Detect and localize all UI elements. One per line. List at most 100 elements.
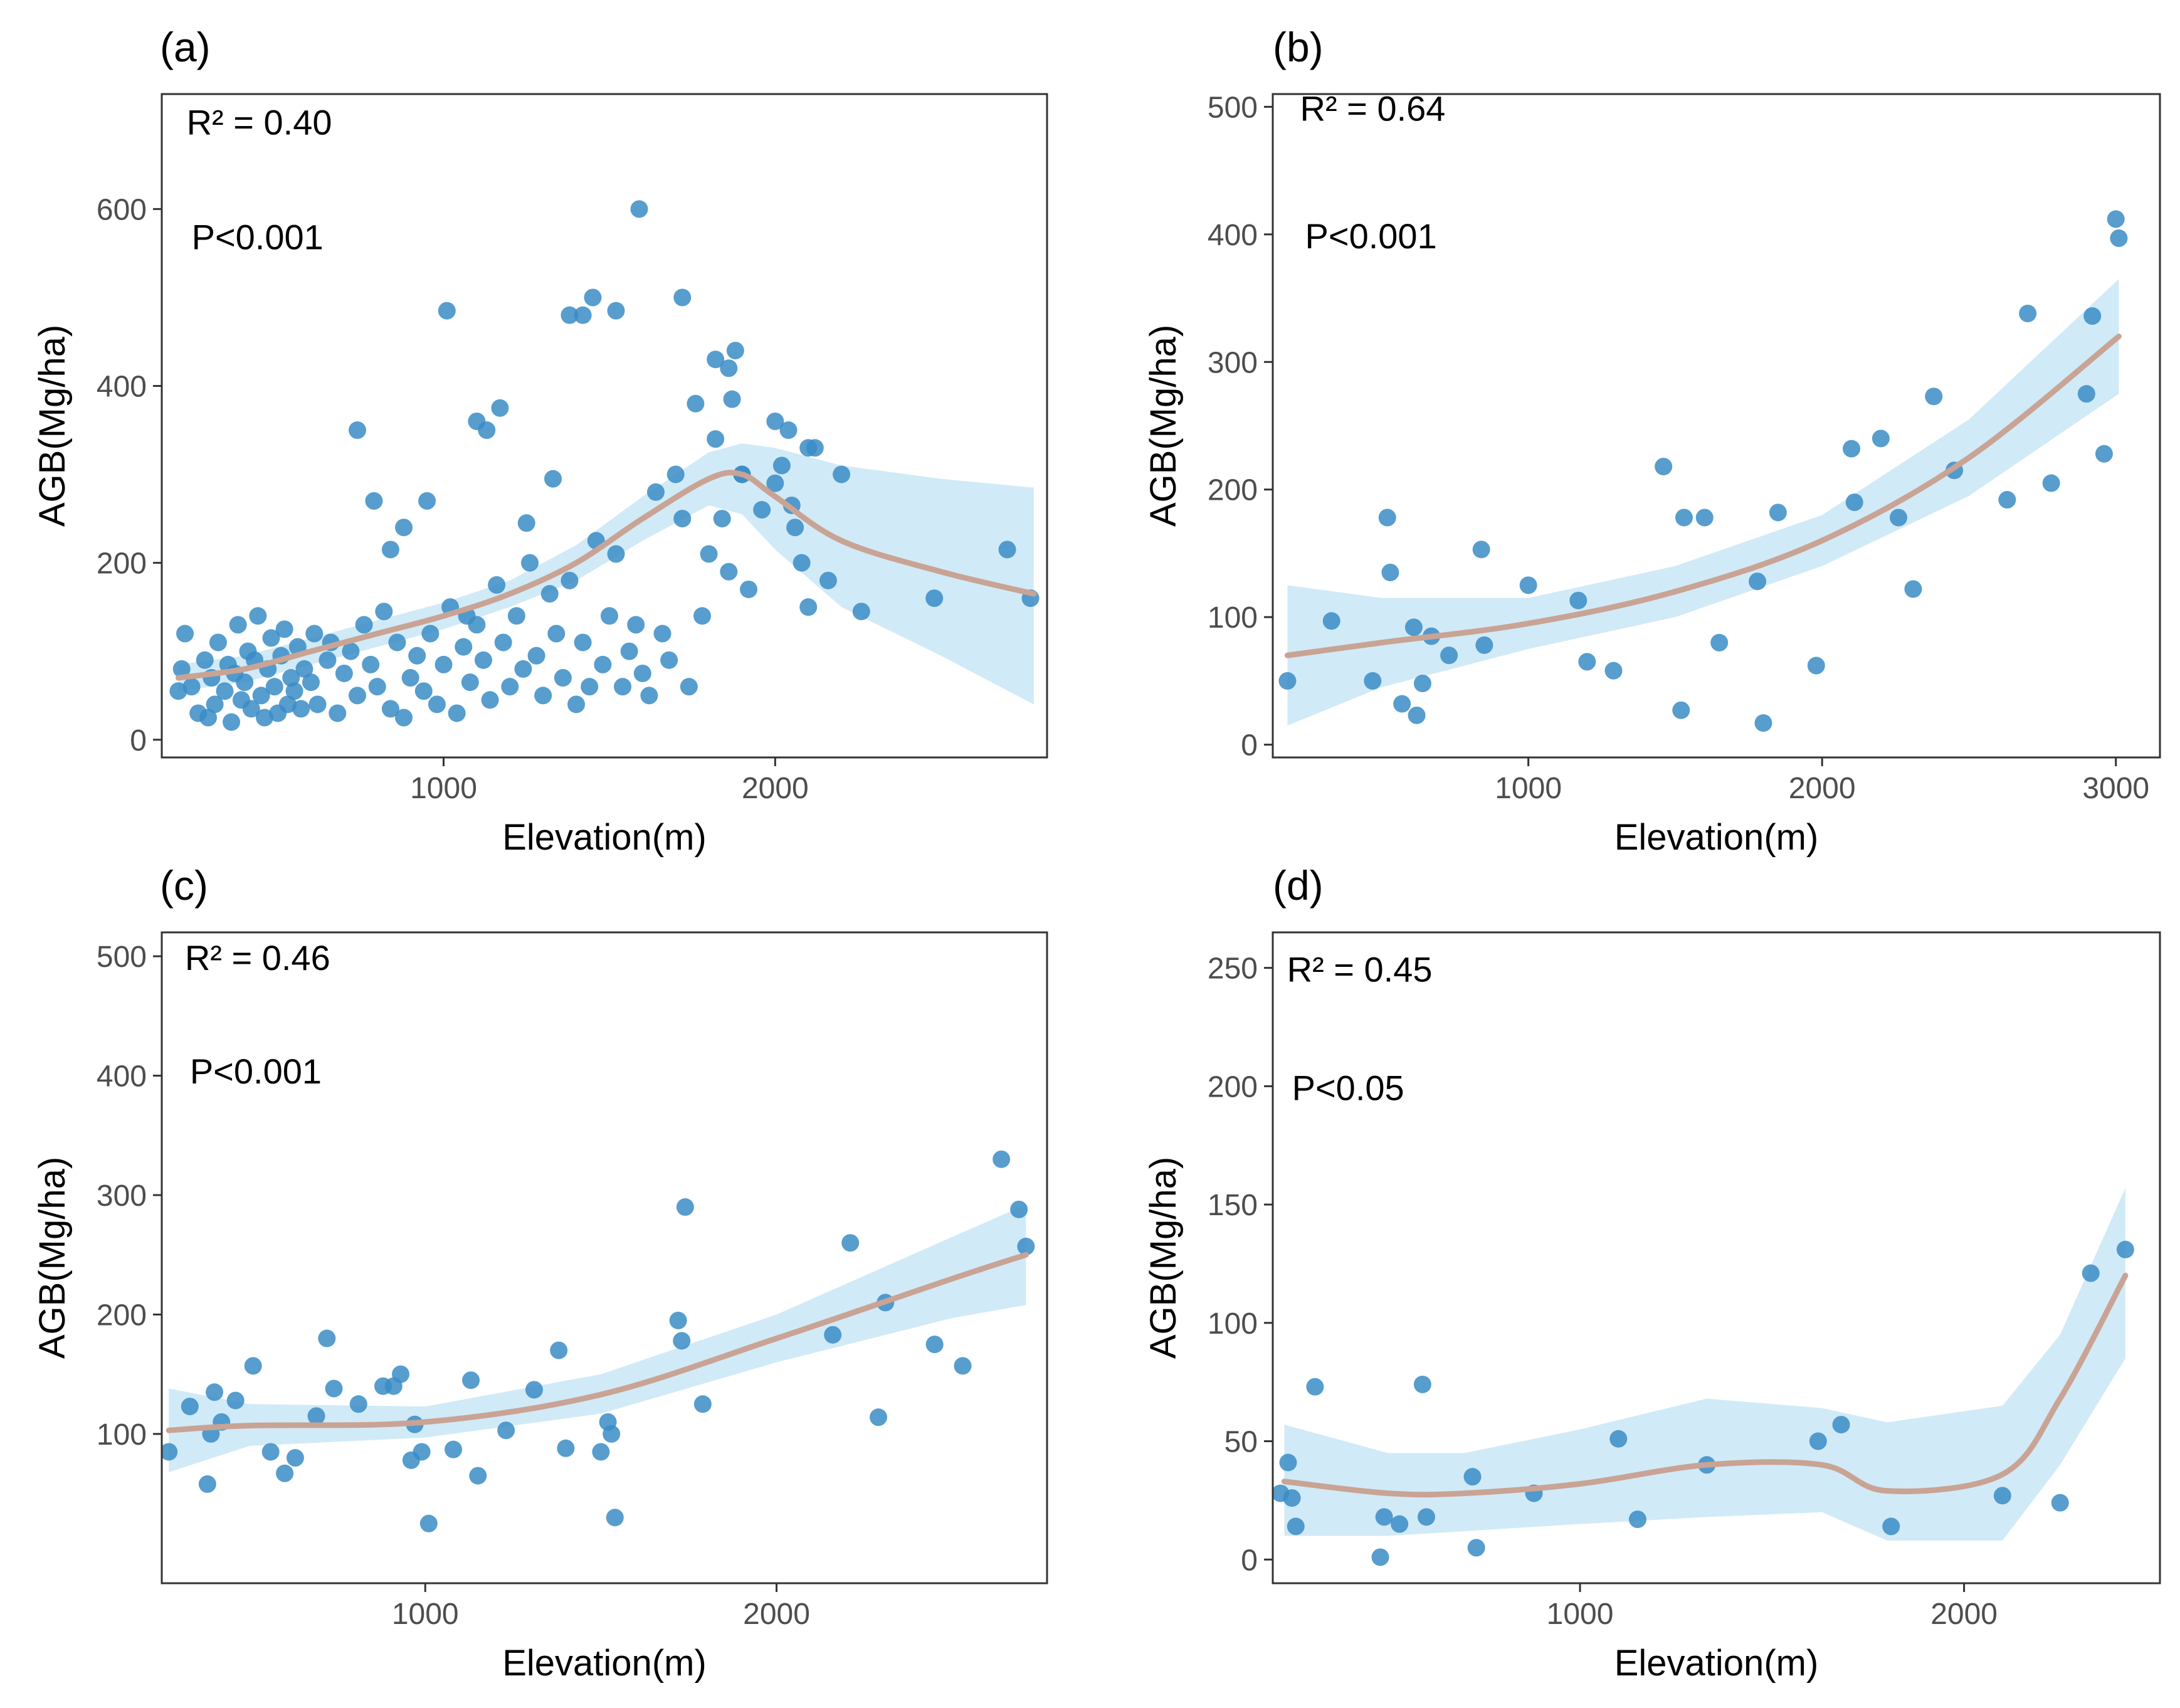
data-point [2051, 1494, 2069, 1512]
data-point [1010, 1200, 1028, 1218]
data-point [713, 510, 731, 528]
data-point [445, 1440, 463, 1458]
data-point [723, 390, 741, 408]
y-tick-label: 0 [130, 724, 147, 757]
data-point [614, 678, 632, 696]
data-point [169, 682, 187, 700]
data-point [594, 655, 612, 673]
data-point [561, 306, 579, 324]
data-point [1371, 1548, 1389, 1566]
panel-label: (d) [1273, 862, 1324, 909]
data-point [2083, 307, 2102, 325]
data-point [766, 412, 784, 430]
data-point [349, 1395, 367, 1413]
data-point [278, 695, 297, 714]
data-point [1364, 672, 1382, 690]
data-point [275, 620, 293, 638]
data-point [1408, 706, 1426, 724]
data-point [2077, 385, 2095, 403]
data-point [1655, 458, 1673, 476]
data-point [448, 704, 466, 722]
data-point [627, 616, 645, 634]
data-point [1467, 1539, 1485, 1557]
data-point [740, 580, 758, 598]
panel-a: (a) 1000 2000 0 200 400 600 Elevation(m) AGB(Mg/… [32, 24, 1048, 858]
data-point [2107, 210, 2125, 228]
data-point [1845, 493, 1863, 512]
data-point [640, 687, 658, 705]
data-point [525, 1381, 543, 1399]
data-point [550, 1341, 568, 1359]
data-point [216, 682, 234, 700]
data-point [666, 465, 685, 483]
data-point [199, 709, 218, 727]
data-point [501, 678, 519, 696]
data-point [349, 687, 367, 705]
data-point [1925, 387, 1943, 406]
data-point [824, 1326, 842, 1344]
data-point [395, 519, 413, 537]
smooth-line [175, 470, 1037, 681]
x-tick-label: 1000 [1547, 1598, 1614, 1631]
data-point [753, 501, 771, 519]
x-tick-label: 1000 [410, 772, 477, 805]
data-point [1604, 662, 1623, 680]
data-point [414, 682, 433, 700]
data-point [242, 700, 260, 718]
data-point [607, 302, 625, 320]
data-point [720, 359, 738, 377]
data-point [206, 695, 224, 714]
y-tick-label: 400 [1208, 219, 1258, 252]
data-point [494, 633, 512, 651]
y-tick-label: 600 [97, 193, 147, 226]
data-point [1440, 646, 1458, 665]
data-point [1475, 636, 1493, 654]
data-point [720, 562, 738, 581]
data-point [669, 1311, 687, 1329]
data-point [779, 421, 798, 440]
y-axis-title: AGB(Mg/ha) [32, 1157, 73, 1359]
data-point [700, 545, 718, 563]
data-point [172, 660, 191, 678]
data-point [1413, 1375, 1431, 1393]
data-point [1609, 1430, 1628, 1448]
data-point [244, 1357, 262, 1375]
data-point [707, 351, 725, 369]
data-point [603, 1425, 621, 1443]
data-point [276, 1464, 294, 1482]
data-point [261, 1443, 280, 1461]
data-point [342, 642, 360, 660]
data-point [1283, 1489, 1301, 1507]
data-point [428, 695, 446, 714]
data-point [1278, 672, 1297, 690]
data-point [540, 585, 559, 603]
panel-label: (b) [1273, 24, 1324, 70]
data-point [318, 1329, 336, 1347]
data-point [419, 1514, 438, 1532]
data-point [365, 492, 383, 510]
data-point [993, 1150, 1011, 1168]
data-point [255, 709, 273, 727]
data-point [1832, 1416, 1850, 1434]
data-point [286, 1449, 304, 1467]
panel-c: (c) 1000 2000 100 200 300 400 500 Elevation(m) AG… [32, 862, 1048, 1684]
panel-label: (a) [160, 24, 211, 70]
data-point [841, 1234, 860, 1252]
data-point [673, 288, 692, 307]
data-point [852, 603, 870, 621]
data-point [282, 669, 300, 687]
data-point [544, 470, 562, 488]
data-point [1519, 576, 1537, 594]
data-point [574, 633, 592, 651]
x-tick-label: 2000 [743, 1598, 810, 1631]
data-point [1889, 509, 1907, 527]
plot-border [161, 931, 1048, 1584]
data-point [534, 687, 552, 705]
r-squared-annotation: R² = 0.45 [1287, 950, 1433, 989]
data-point [162, 1443, 178, 1461]
data-point [707, 430, 725, 448]
y-tick-label: 500 [1208, 91, 1258, 124]
data-point [181, 1398, 199, 1416]
data-point [799, 598, 818, 616]
smooth-line [1281, 1272, 2129, 1498]
